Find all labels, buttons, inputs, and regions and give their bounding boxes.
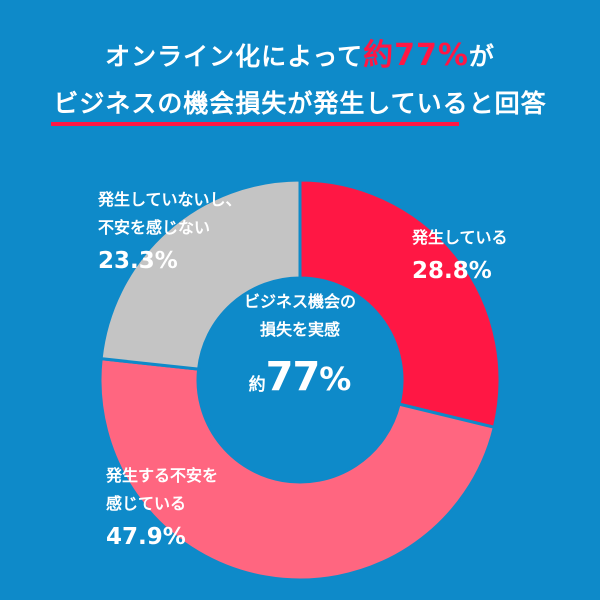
headline-line-2: ビジネスの機会損失が発生していると回答 xyxy=(51,84,548,126)
slice-label-worried: 発生する不安を 感じている 47.9% xyxy=(106,462,218,550)
slice-label-worried-line-1: 発生する不安を xyxy=(106,466,219,485)
headline-underline xyxy=(51,122,459,126)
donut-slice-occurring xyxy=(298,178,502,430)
slice-label-none-line-1: 発生していないし、 xyxy=(98,190,242,209)
slice-value-worried: 47.9% xyxy=(106,524,186,550)
headline-highlight: 約77% xyxy=(363,38,469,73)
slice-value-occurring: 28.8% xyxy=(412,258,492,284)
donut-center-text: ビジネス機会の 損失を実感 約77% xyxy=(200,288,400,400)
center-big-value: 約77% xyxy=(200,354,400,400)
headline-line-2-text: ビジネスの機会損失が発生していると回答 xyxy=(53,89,547,118)
center-line-2: 損失を実感 xyxy=(259,320,340,339)
headline-line-1: オンライン化によって約77%が xyxy=(0,30,600,74)
headline-line-1-pre: オンライン化によって xyxy=(105,42,364,71)
donut-slice-none xyxy=(99,178,302,371)
center-line-1: ビジネス機会の xyxy=(243,292,356,311)
slice-label-occurring: 発生している 28.8% xyxy=(412,224,508,284)
slice-label-none-line-2: 不安を感じない xyxy=(98,218,211,237)
center-prefix: 約 xyxy=(248,375,266,395)
slice-label-occurring-text: 発生している xyxy=(412,228,508,247)
center-unit: % xyxy=(319,360,352,398)
center-number: 77 xyxy=(265,354,321,400)
donut-slice-worried xyxy=(98,357,497,582)
slice-label-worried-line-2: 感じている xyxy=(106,494,187,513)
headline-line-1-post: が xyxy=(468,42,495,71)
slice-value-none: 23.3% xyxy=(98,248,178,274)
slice-label-none: 発生していないし、 不安を感じない 23.3% xyxy=(98,186,242,274)
